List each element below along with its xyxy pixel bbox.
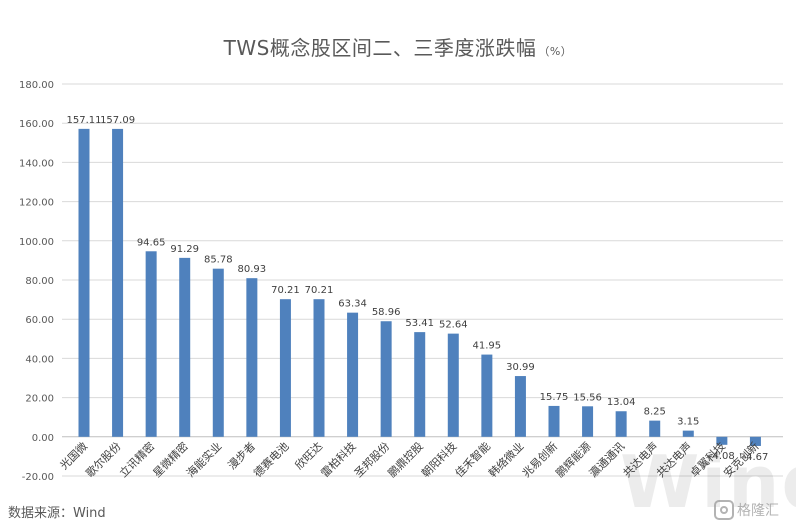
x-tick-label: 德赛电池 — [251, 439, 292, 480]
x-tick-label: 海能实业 — [183, 439, 224, 480]
bar — [749, 436, 761, 446]
bar — [279, 299, 291, 437]
bar — [682, 430, 694, 437]
data-label: 85.78 — [204, 255, 233, 266]
data-label: 91.29 — [170, 244, 199, 255]
data-label: 70.21 — [271, 285, 300, 296]
data-label: 15.56 — [573, 392, 602, 403]
y-tick-label: 40.00 — [25, 354, 54, 365]
y-tick-label: 20.00 — [25, 394, 54, 405]
bars — [78, 128, 761, 446]
data-label: 58.96 — [372, 307, 401, 318]
data-source-note: 数据来源：Wind — [8, 506, 106, 521]
bar — [548, 405, 560, 437]
y-tick-label: 0.00 — [32, 433, 54, 444]
data-label: 3.15 — [677, 417, 699, 428]
x-tick-label: 欣旺达 — [292, 439, 325, 472]
data-label: 94.65 — [137, 237, 166, 248]
data-label: 30.99 — [506, 362, 535, 373]
bar — [313, 299, 325, 437]
y-tick-label: 140.00 — [19, 158, 54, 169]
data-label: 157.09 — [100, 115, 135, 126]
y-tick-label: 160.00 — [19, 119, 54, 130]
y-tick-label: 80.00 — [25, 276, 54, 287]
bar — [78, 128, 90, 437]
bar — [246, 278, 258, 437]
bar — [514, 376, 526, 437]
x-tick-label: 星微精密 — [150, 439, 191, 480]
y-tick-label: 60.00 — [25, 315, 54, 326]
y-tick-label: -20.00 — [22, 472, 54, 483]
chart-title-unit: （%） — [538, 45, 573, 58]
y-tick-label: 100.00 — [19, 237, 54, 248]
brand-name: 格隆汇 — [737, 503, 779, 519]
data-label: 53.41 — [405, 318, 434, 329]
data-label: 63.34 — [338, 299, 367, 310]
x-tick-label: 漫步者 — [225, 439, 258, 472]
data-label: -4.67 — [742, 452, 768, 463]
data-label: 52.64 — [439, 320, 468, 331]
data-label: 70.21 — [305, 285, 334, 296]
x-tick-label: 立讯精密 — [116, 439, 157, 480]
bar — [447, 333, 459, 437]
bar — [649, 420, 661, 437]
chart-title: TWS概念股区间二、三季度涨跌幅 （%） — [0, 36, 796, 64]
data-label: 13.04 — [607, 397, 636, 408]
data-label: 41.95 — [473, 341, 502, 352]
x-tick-label: 佳禾智能 — [452, 439, 493, 480]
brand-logo-icon — [714, 500, 734, 520]
data-label: 15.75 — [540, 392, 569, 403]
bar — [212, 268, 224, 437]
bar — [615, 411, 627, 437]
data-label: 157.11 — [67, 115, 102, 126]
bar — [414, 332, 426, 437]
chart-title-text: TWS概念股区间二、三季度涨跌幅 — [223, 36, 537, 60]
data-label: 80.93 — [238, 264, 267, 275]
x-tick-label: 朝阳科技 — [418, 439, 459, 480]
bar — [716, 436, 728, 445]
x-tick-label: 光国微 — [57, 439, 90, 472]
brand-logo: 格隆汇 — [714, 497, 779, 523]
x-tick-label: 鹏辉能源 — [553, 439, 594, 480]
data-label: -4.08 — [709, 451, 735, 462]
x-tick-label: 歌尔股份 — [83, 439, 124, 480]
x-tick-label: 鹏鼎控股 — [385, 439, 426, 480]
bar — [481, 354, 493, 437]
bar — [112, 128, 124, 437]
x-tick-label: 雷柏科技 — [318, 439, 359, 480]
x-tick-label: 圣邦股份 — [352, 440, 392, 480]
bar — [347, 312, 359, 437]
bar — [582, 406, 594, 437]
y-axis-ticks: -20.00 0.00 20.00 40.00 60.00 80.00 100.00 120.… — [19, 80, 54, 483]
y-tick-label: 180.00 — [19, 80, 54, 91]
x-tick-label: 韩络微业 — [486, 439, 527, 480]
data-label: 8.25 — [644, 407, 666, 418]
bar — [179, 257, 191, 437]
x-tick-label: 兆易创新 — [519, 439, 560, 480]
y-tick-label: 120.00 — [19, 198, 54, 209]
wind-watermark: Wind — [620, 440, 796, 524]
bar — [145, 251, 157, 437]
bar — [380, 321, 392, 437]
